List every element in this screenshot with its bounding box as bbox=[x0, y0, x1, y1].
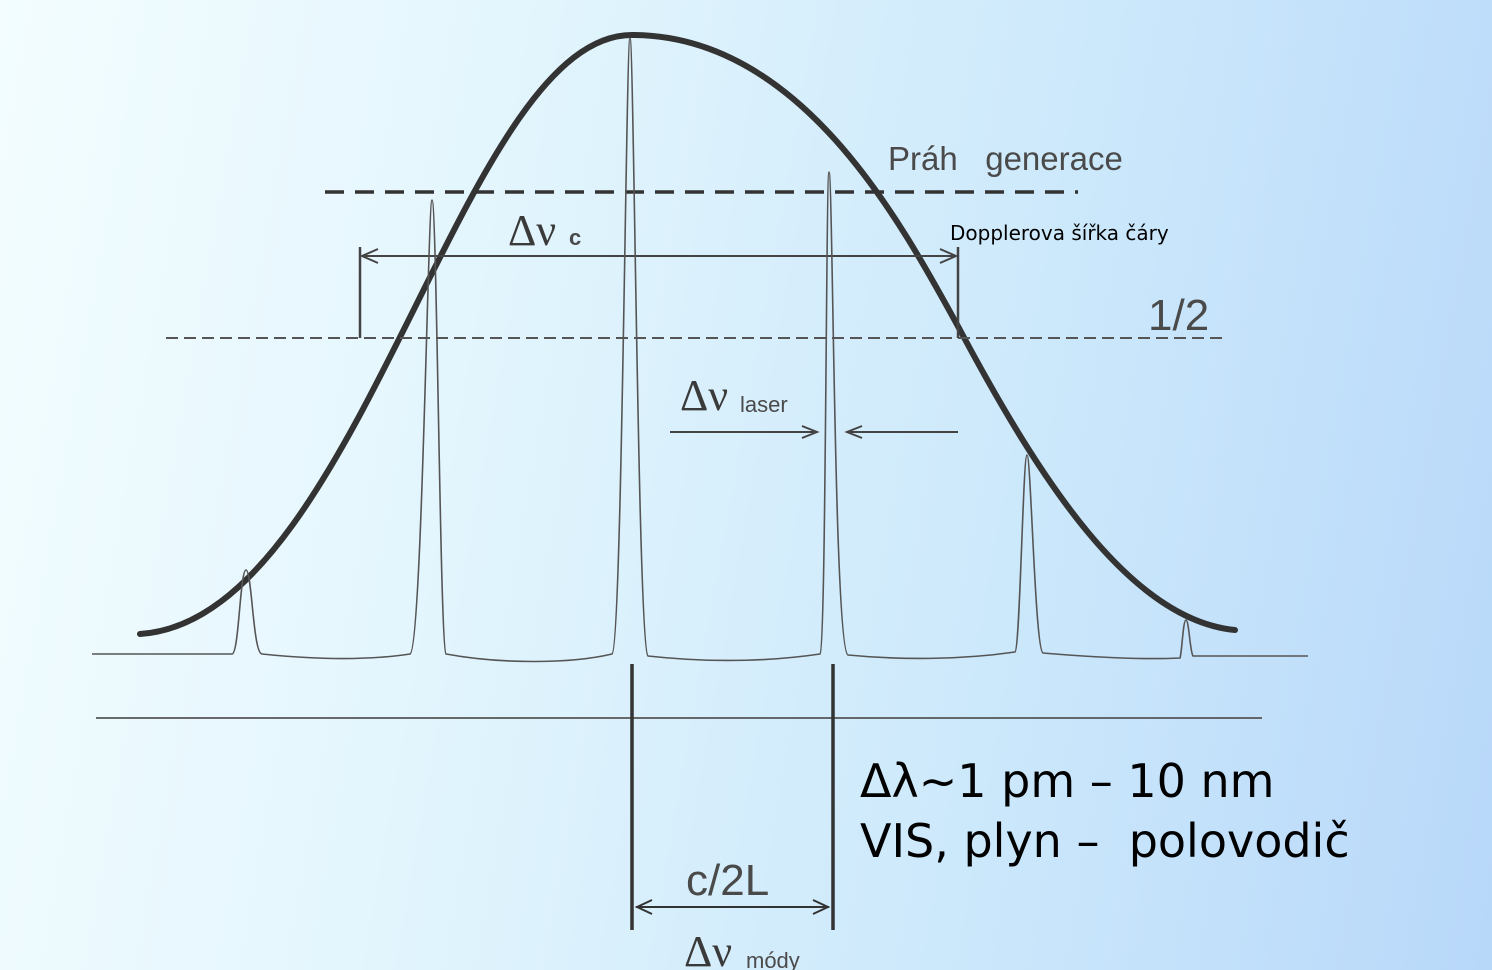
doppler-label: Dopplerova šířka čáry bbox=[950, 221, 1169, 245]
mode-spacing-label: c/2L bbox=[686, 856, 769, 905]
delta-nu-mody-symbol: Δν bbox=[684, 927, 732, 970]
threshold-label: Práh generace bbox=[888, 140, 1123, 177]
delta-nu-mody-label: Δν módy bbox=[684, 927, 800, 970]
laser-types-text: VIS, plyn – polovodič bbox=[860, 814, 1350, 868]
delta-nu-c-symbol: Δν bbox=[508, 206, 556, 255]
wavelength-range-text: Δλ~1 pm – 10 nm bbox=[860, 754, 1275, 808]
delta-nu-c-subscript: c bbox=[569, 225, 581, 250]
gain-curve bbox=[137, 31, 1238, 637]
half-max-label: 1/2 bbox=[1148, 291, 1209, 340]
delta-nu-laser-subscript: laser bbox=[740, 392, 788, 417]
delta-nu-laser-symbol: Δν bbox=[680, 371, 728, 420]
mode-spacing-marker bbox=[630, 664, 835, 930]
delta-nu-laser-marker bbox=[670, 425, 958, 439]
delta-nu-laser-label: Δν laser bbox=[680, 371, 788, 420]
mode-spectrum bbox=[92, 37, 1308, 663]
delta-nu-c-label: Δν c bbox=[508, 206, 581, 255]
delta-nu-c-marker bbox=[358, 247, 960, 338]
delta-nu-mody-subscript: módy bbox=[746, 948, 800, 970]
